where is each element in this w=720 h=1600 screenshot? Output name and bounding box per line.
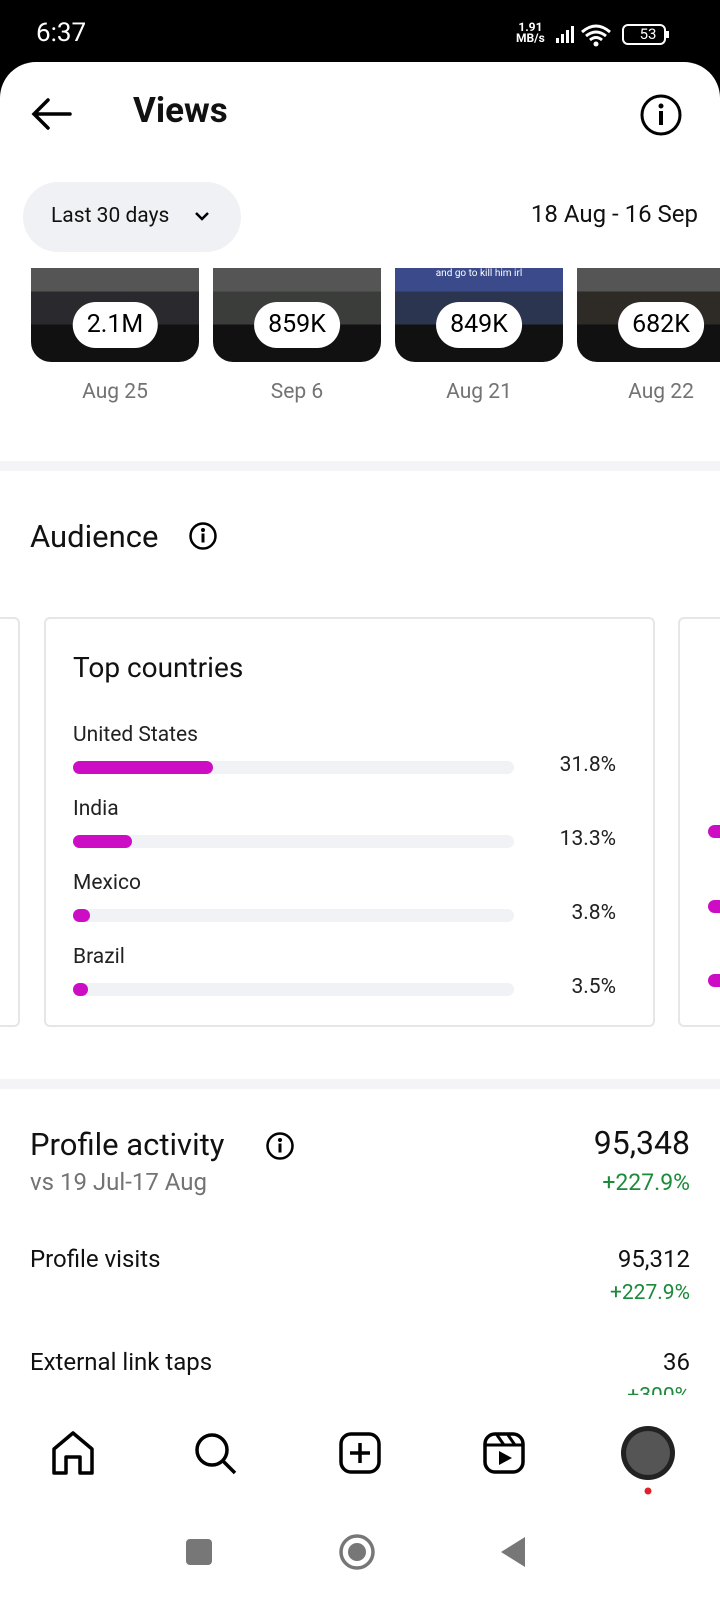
top-countries-card: Top countries United States 31.8% India 13.… <box>44 617 655 1027</box>
bottom-bars <box>0 1395 720 1600</box>
row-label: External link taps <box>30 1348 213 1376</box>
info-button[interactable] <box>638 92 684 138</box>
view-count: 682K <box>618 302 704 348</box>
speed-unit: MB/s <box>516 31 545 45</box>
bar <box>73 983 89 996</box>
country-share: 3.8% <box>571 901 616 925</box>
bar <box>73 909 90 922</box>
range-button[interactable]: Last 30 days <box>23 182 241 252</box>
post-date: Aug 21 <box>446 380 512 404</box>
info-icon[interactable] <box>264 1130 296 1162</box>
home-key[interactable] <box>339 1534 375 1570</box>
country-name: Brazil <box>73 945 125 969</box>
country-share: 3.5% <box>571 975 616 999</box>
bar <box>73 835 132 848</box>
divider <box>0 461 720 471</box>
thumbnail[interactable]: and go to kill him irl 849K <box>395 268 563 362</box>
date-range: 18 Aug - 16 Sep <box>530 200 698 228</box>
chevron <box>195 212 209 221</box>
post-date: Sep 6 <box>270 380 324 404</box>
header-title: Views <box>133 90 228 131</box>
view-count: 2.1M <box>72 302 158 348</box>
row-label: Profile visits <box>30 1245 161 1273</box>
profile[interactable] <box>621 1426 675 1495</box>
screen: Views Last 30 days 18 Aug - 16 Sep 2.1M A… <box>0 62 720 1600</box>
bar-track <box>73 835 514 848</box>
search[interactable] <box>195 1433 237 1475</box>
net-speed: 1.91 MB/s <box>516 20 545 45</box>
country-name: United States <box>73 723 198 747</box>
speed: 1.91 <box>518 20 543 34</box>
view-count: 849K <box>436 302 522 348</box>
country-name: India <box>73 797 119 821</box>
reels[interactable] <box>483 1432 525 1474</box>
total-change: +227.9% <box>602 1169 690 1196</box>
view-count: 859K <box>254 302 340 348</box>
thumbnail[interactable]: 682K <box>577 268 720 362</box>
country-name: Mexico <box>73 871 141 895</box>
bar <box>73 761 214 774</box>
prev-card <box>0 617 20 1027</box>
info-icon[interactable] <box>187 520 219 552</box>
thumbnail[interactable]: 859K <box>213 268 381 362</box>
comparison: vs 19 Jul-17 Aug <box>30 1168 207 1196</box>
status-icons <box>556 24 669 47</box>
divider <box>0 1079 720 1089</box>
card-title: Top countries <box>73 651 244 684</box>
bar-track <box>73 983 514 996</box>
clock: 6:37 <box>36 18 87 48</box>
back-button[interactable] <box>28 94 74 134</box>
row-change: +227.9% <box>609 1281 690 1305</box>
audience-title: Audience <box>30 518 159 555</box>
battery: 53 <box>639 25 657 43</box>
status-bar: 6:37 1.91 MB/s 53 <box>0 0 720 64</box>
post-date: Aug 22 <box>628 380 694 404</box>
post-date: Aug 25 <box>82 380 148 404</box>
back-key[interactable] <box>501 1537 525 1567</box>
range-label: Last 30 days <box>51 204 170 228</box>
nav-icons <box>52 1426 675 1570</box>
country-share: 31.8% <box>559 753 616 777</box>
next-card <box>678 617 720 1027</box>
create[interactable] <box>339 1432 381 1474</box>
caption: and go to kill him irl <box>435 268 523 279</box>
bar-track <box>73 761 514 774</box>
row-value: 36 <box>663 1348 690 1376</box>
profile-activity-title: Profile activity <box>30 1126 225 1163</box>
thumbnail[interactable]: 2.1M <box>31 268 199 362</box>
recents[interactable] <box>186 1539 212 1565</box>
bar-track <box>73 909 514 922</box>
country-share: 13.3% <box>559 827 616 851</box>
home[interactable] <box>52 1431 94 1475</box>
total: 95,348 <box>593 1124 690 1162</box>
row-value: 95,312 <box>617 1245 690 1273</box>
